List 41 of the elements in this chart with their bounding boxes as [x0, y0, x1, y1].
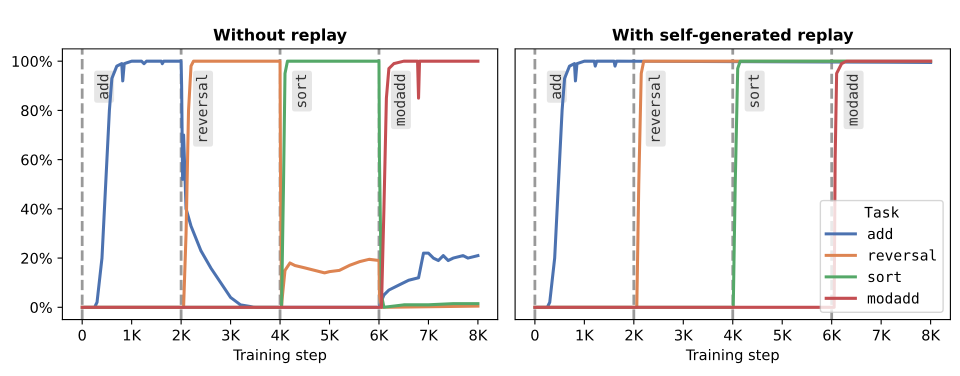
chart-title: With self-generated replay	[612, 28, 854, 44]
x-tick-label: 6K	[370, 330, 389, 341]
x-tick-label: 4K	[724, 330, 742, 340]
legend-label: reversal	[870, 249, 936, 261]
x-tick-label: 3K	[222, 330, 240, 341]
legend-title: Task	[864, 206, 900, 218]
ref-line-label: sort	[296, 74, 306, 108]
x-tick-label: 7K	[872, 330, 891, 340]
ref-line-label: modadd	[846, 74, 858, 126]
x-tick-label: 8K	[922, 330, 940, 341]
x-tick-label: 8K	[469, 330, 488, 341]
x-tick-label: 4K	[271, 330, 290, 340]
ref-line-label: add	[550, 74, 562, 99]
y-tick-label: 100%	[12, 56, 52, 67]
y-tick-label: 40%	[20, 204, 52, 215]
x-tick-label: 6K	[823, 330, 842, 341]
legend-label: add	[868, 228, 892, 240]
x-tick-label: 0	[531, 330, 539, 341]
y-tick-label: 80%	[21, 105, 52, 116]
ref-line-label: modadd	[394, 74, 406, 126]
x-tick-label: 5K	[774, 330, 792, 341]
y-tick-label: 0%	[30, 302, 52, 314]
legend-label: modadd	[868, 292, 918, 304]
ref-line-label: reversal	[196, 74, 208, 142]
x-tick-label: 2K	[625, 330, 644, 340]
ref-line-label: reversal	[648, 74, 660, 142]
legend-label: sort	[868, 272, 901, 282]
chart-title: Without replay	[214, 28, 347, 44]
x-tick-label: 0	[78, 330, 86, 341]
y-tick-label: 60%	[21, 154, 52, 166]
x-tick-label: 5K	[321, 330, 340, 341]
x-tick-label: 1K	[124, 330, 142, 340]
x-tick-label: 2K	[172, 330, 191, 340]
x-tick-label: 3K	[674, 330, 694, 341]
x-axis-title: Training step	[233, 348, 326, 364]
x-axis-title: Training step	[686, 348, 779, 364]
x-tick-label: 1K	[576, 330, 594, 340]
ref-line-label: add	[97, 74, 108, 99]
ref-line-label: sort	[748, 74, 759, 108]
y-tick-label: 20%	[21, 252, 52, 264]
x-tick-label: 7K	[420, 330, 438, 340]
